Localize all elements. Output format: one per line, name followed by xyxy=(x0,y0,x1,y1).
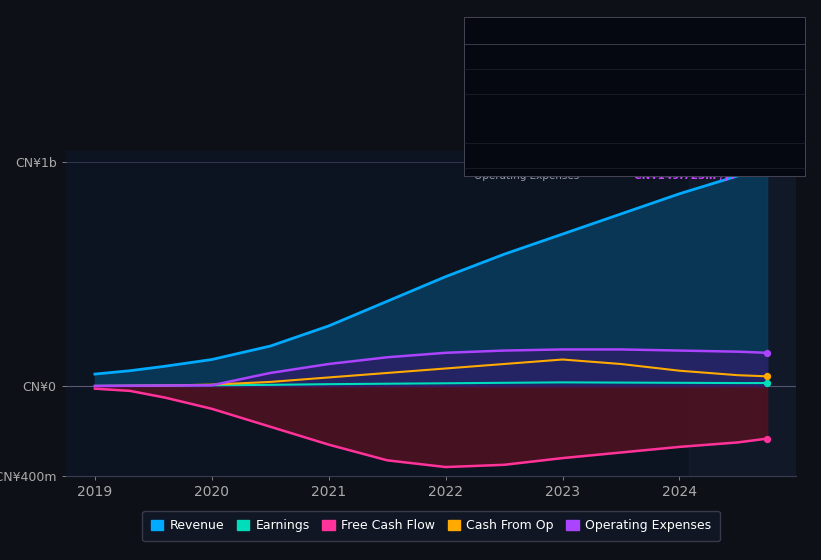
Legend: Revenue, Earnings, Free Cash Flow, Cash From Op, Operating Expenses: Revenue, Earnings, Free Cash Flow, Cash … xyxy=(142,511,720,541)
Point xyxy=(760,434,773,443)
Text: Free Cash Flow: Free Cash Flow xyxy=(474,122,552,132)
Text: Earnings: Earnings xyxy=(474,73,519,83)
Text: 1.5% profit margin: 1.5% profit margin xyxy=(635,97,732,108)
Text: CN¥149.723m /yr: CN¥149.723m /yr xyxy=(635,171,736,181)
Point xyxy=(760,379,773,388)
Point xyxy=(760,372,773,381)
Text: CN¥994.338m /yr: CN¥994.338m /yr xyxy=(635,48,736,58)
Bar xyxy=(689,151,796,476)
Point xyxy=(760,348,773,357)
Point xyxy=(760,159,773,168)
Text: CN¥15.196m /yr: CN¥15.196m /yr xyxy=(635,73,728,83)
Text: Revenue: Revenue xyxy=(474,48,519,58)
Text: Sep 30 2024: Sep 30 2024 xyxy=(474,28,562,41)
Text: Cash From Op: Cash From Op xyxy=(474,147,547,157)
Text: -CN¥232.807m /yr: -CN¥232.807m /yr xyxy=(635,122,740,132)
Text: CN¥44.616m /yr: CN¥44.616m /yr xyxy=(635,147,728,157)
Text: Operating Expenses: Operating Expenses xyxy=(474,171,579,181)
